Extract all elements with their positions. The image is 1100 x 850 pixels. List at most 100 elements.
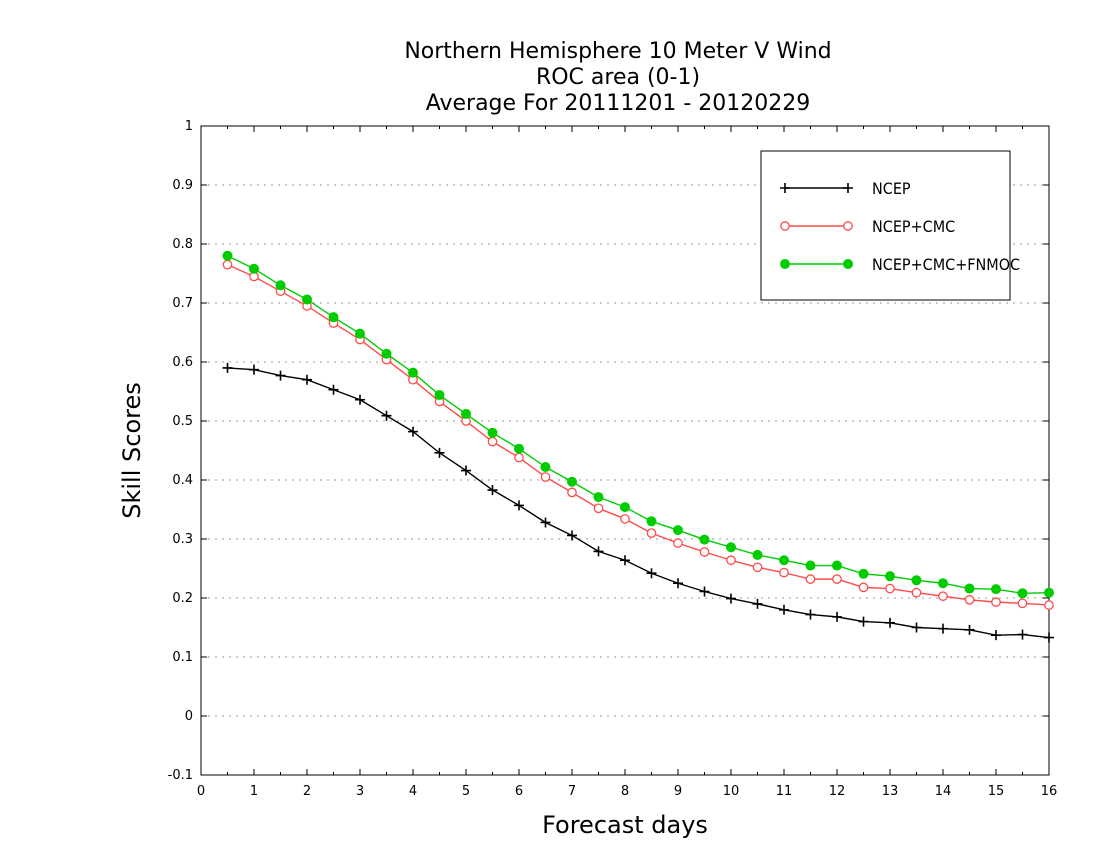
data-point-ncep — [434, 447, 445, 458]
data-point-ncep — [938, 623, 948, 634]
data-point-ncep-cmc — [699, 547, 710, 557]
data-point-ncep-cmc-fnmoc — [567, 476, 577, 487]
x-tick-label: 16 — [1041, 784, 1058, 799]
data-point-ncep-cmc-fnmoc — [858, 568, 869, 579]
series-line-ncep-cmc — [227, 264, 1050, 606]
x-tick-label: 15 — [988, 784, 1005, 799]
data-point-ncep-cmc — [1044, 600, 1054, 610]
legend-marker — [780, 259, 790, 269]
data-point-ncep-cmc — [911, 587, 922, 598]
legend-item-ncep-cmc: NCEP+CMC — [780, 217, 955, 236]
series-group — [222, 250, 1054, 643]
data-point-ncep-cmc-fnmoc — [911, 575, 922, 586]
legend-label-ncep-cmc-fnmoc: NCEP+CMC+FNMOC — [872, 255, 1020, 274]
data-point-ncep-cmc-fnmoc — [275, 280, 286, 291]
x-tick-label: 9 — [674, 784, 682, 799]
y-tick-label: 0.6 — [172, 355, 193, 370]
x-tick-label: 11 — [776, 784, 793, 799]
y-tick-label: 0 — [185, 709, 193, 724]
data-point-ncep-cmc-fnmoc — [832, 560, 842, 571]
x-tick-label: 14 — [935, 784, 952, 799]
x-tick-label: 5 — [462, 784, 470, 799]
data-point-ncep — [726, 593, 736, 604]
y-tick-label: 1 — [185, 119, 193, 134]
x-tick-label: 8 — [621, 784, 629, 799]
data-point-ncep-cmc — [832, 574, 842, 584]
data-point-ncep-cmc — [726, 555, 736, 566]
data-point-ncep-cmc-fnmoc — [381, 348, 392, 359]
data-point-ncep-cmc-fnmoc — [938, 578, 948, 589]
legend-label-ncep: NCEP — [872, 179, 911, 198]
data-point-ncep — [275, 370, 286, 381]
data-point-ncep — [964, 624, 975, 635]
data-point-ncep — [858, 616, 869, 627]
data-point-ncep — [620, 555, 630, 566]
data-point-ncep-cmc-fnmoc — [461, 408, 471, 419]
data-point-ncep — [699, 586, 710, 597]
data-point-ncep-cmc — [752, 562, 763, 573]
x-tick-label: 0 — [197, 784, 205, 799]
legend-item-ncep-cmc-fnmoc: NCEP+CMC+FNMOC — [780, 255, 1020, 274]
data-point-ncep — [461, 465, 471, 476]
data-point-ncep — [832, 611, 842, 622]
x-axis: 0 1 2 3 4 5 6 7 8 9 10 11 12 13 14 15 16 — [197, 126, 1057, 799]
y-tick-label: 0.9 — [172, 178, 193, 193]
data-point-ncep-cmc — [487, 436, 498, 447]
x-tick-label: 13 — [882, 784, 899, 799]
data-point-ncep-cmc-fnmoc — [540, 462, 551, 473]
data-point-ncep — [381, 410, 392, 421]
x-tick-label: 10 — [723, 784, 740, 799]
series-ncep-cmc — [222, 259, 1054, 610]
legend-marker — [843, 183, 853, 193]
legend: NCEP NCEP+CMC NCEP+CMC+FNMOC — [760, 150, 1020, 301]
data-point-ncep-cmc-fnmoc — [514, 443, 524, 454]
data-point-ncep-cmc-fnmoc — [487, 427, 498, 438]
grid-lines — [201, 184, 1049, 717]
title-line-3: Average For 20111201 - 20120229 — [426, 91, 811, 116]
data-point-ncep-cmc-fnmoc — [752, 549, 763, 560]
legend-marker — [780, 183, 790, 193]
y-tick-label: -0.1 — [168, 768, 193, 783]
data-point-ncep — [540, 517, 551, 528]
x-tick-label: 6 — [515, 784, 523, 799]
legend-label-ncep-cmc: NCEP+CMC — [872, 217, 955, 236]
x-axis-label: Forecast days — [542, 811, 708, 839]
data-point-ncep-cmc-fnmoc — [964, 583, 975, 594]
data-point-ncep-cmc — [938, 591, 948, 602]
data-point-ncep — [1044, 632, 1054, 643]
data-point-ncep — [593, 546, 604, 557]
data-point-ncep — [885, 617, 895, 628]
data-point-ncep-cmc-fnmoc — [222, 250, 233, 261]
data-point-ncep — [805, 609, 816, 620]
data-point-ncep — [408, 426, 418, 437]
data-point-ncep-cmc-fnmoc — [249, 263, 259, 274]
data-point-ncep — [222, 362, 233, 373]
x-tick-label: 1 — [250, 784, 258, 799]
data-point-ncep-cmc — [222, 259, 233, 270]
data-point-ncep-cmc-fnmoc — [726, 542, 736, 553]
data-point-ncep — [646, 568, 657, 579]
data-point-ncep-cmc — [858, 582, 869, 593]
x-tick-label: 4 — [409, 784, 417, 799]
data-point-ncep-cmc-fnmoc — [408, 367, 418, 378]
data-point-ncep — [911, 622, 922, 633]
y-tick-label: 0.2 — [172, 591, 193, 606]
x-tick-label: 7 — [568, 784, 576, 799]
x-tick-label: 12 — [829, 784, 846, 799]
data-point-ncep-cmc-fnmoc — [1044, 587, 1054, 598]
data-point-ncep-cmc-fnmoc — [302, 294, 312, 305]
data-point-ncep — [487, 485, 498, 496]
data-point-ncep-cmc — [779, 567, 789, 578]
y-tick-label: 0.8 — [172, 237, 193, 252]
data-point-ncep — [1017, 629, 1028, 640]
y-tick-label: 0.7 — [172, 296, 193, 311]
data-point-ncep-cmc — [885, 583, 895, 594]
y-tick-label: 0.4 — [172, 473, 193, 488]
data-point-ncep-cmc-fnmoc — [646, 516, 657, 527]
data-point-ncep-cmc-fnmoc — [355, 328, 365, 339]
data-point-ncep — [302, 374, 312, 385]
series-line-ncep-cmc-fnmoc — [227, 255, 1050, 594]
data-point-ncep-cmc-fnmoc — [699, 534, 710, 545]
y-tick-label: 0.1 — [172, 650, 193, 665]
